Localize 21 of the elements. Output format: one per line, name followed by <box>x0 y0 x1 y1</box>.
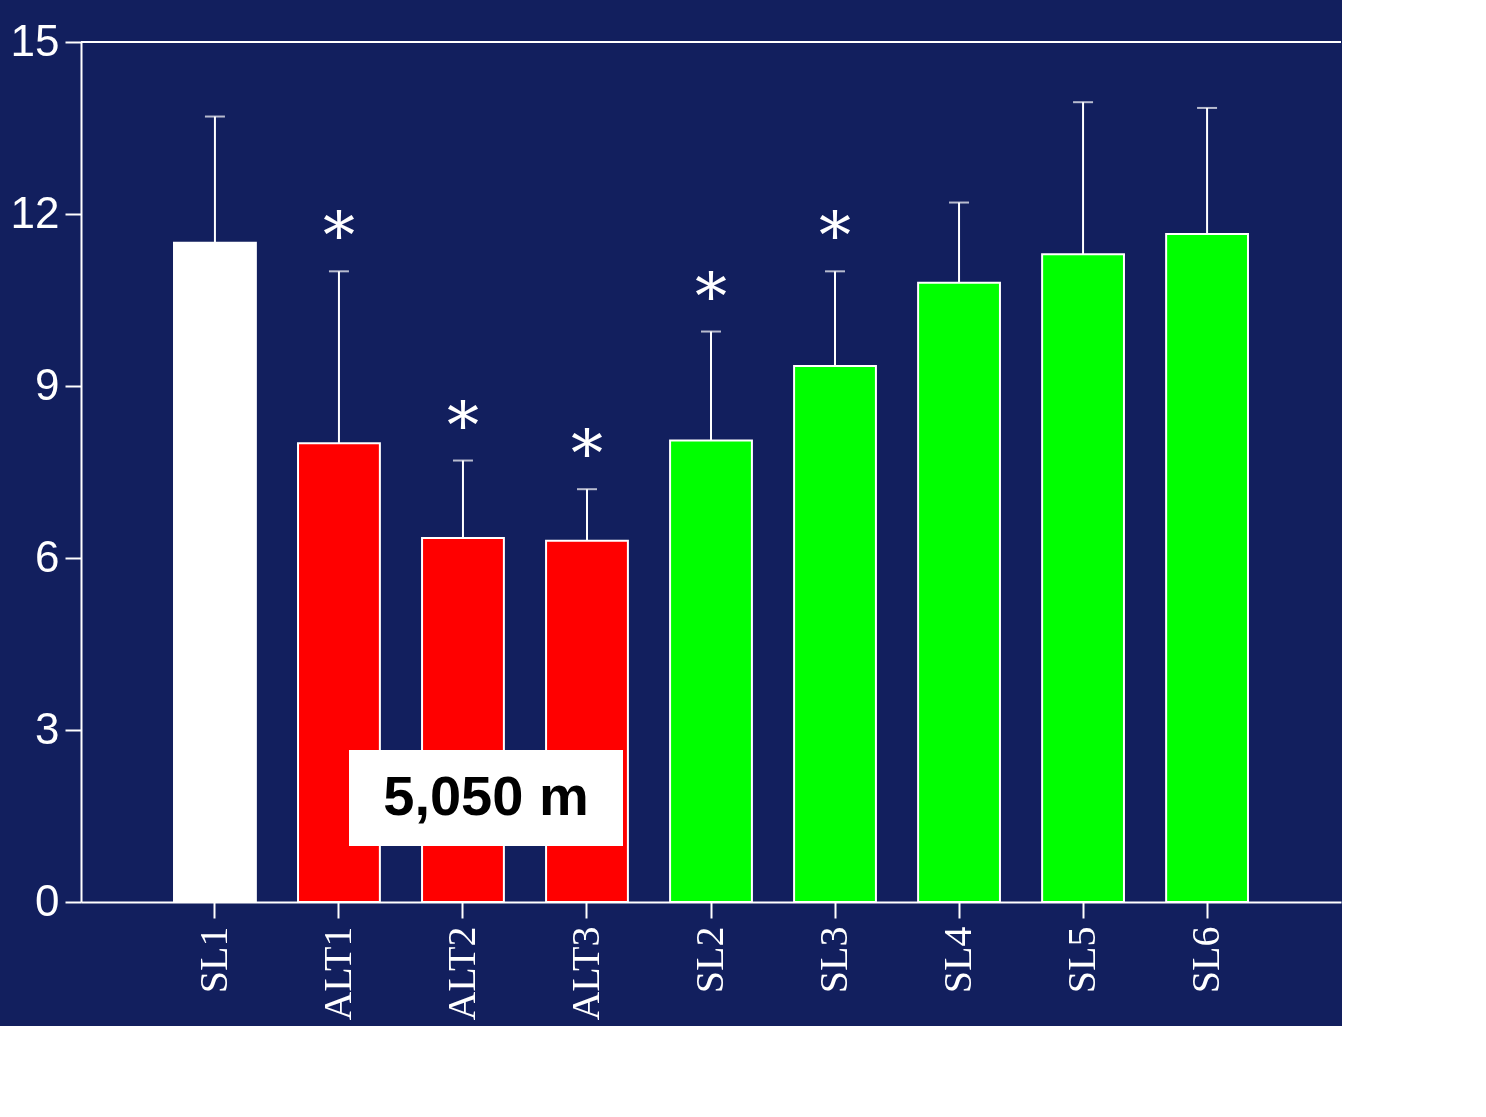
annotation: * <box>819 199 852 274</box>
x-tick-label: ALT1 <box>314 926 360 1021</box>
y-tick-label: 6 <box>35 531 60 581</box>
x-tick-label: SL4 <box>935 926 981 994</box>
x-tick-label: SL3 <box>811 926 857 994</box>
annotation: * <box>695 259 727 334</box>
annotation: * <box>322 199 355 274</box>
y-tick-label: 3 <box>35 703 60 753</box>
x-tick-label: ALT2 <box>438 926 484 1021</box>
x-tick-label: SL5 <box>1059 926 1105 994</box>
y-tick-label: 9 <box>35 359 60 409</box>
x-tick-label: SL6 <box>1183 926 1229 994</box>
y-tick-label: 12 <box>10 187 60 237</box>
annotation: * <box>446 388 479 463</box>
annotation: * <box>570 417 603 492</box>
x-tick-label: ALT3 <box>562 926 608 1021</box>
x-tick-label: SL2 <box>687 926 732 994</box>
annotation: 5,050 m <box>383 764 589 827</box>
x-tick-label: SL1 <box>190 926 236 994</box>
y-tick-label: 15 <box>10 15 60 65</box>
y-tick-label: 0 <box>35 875 60 925</box>
